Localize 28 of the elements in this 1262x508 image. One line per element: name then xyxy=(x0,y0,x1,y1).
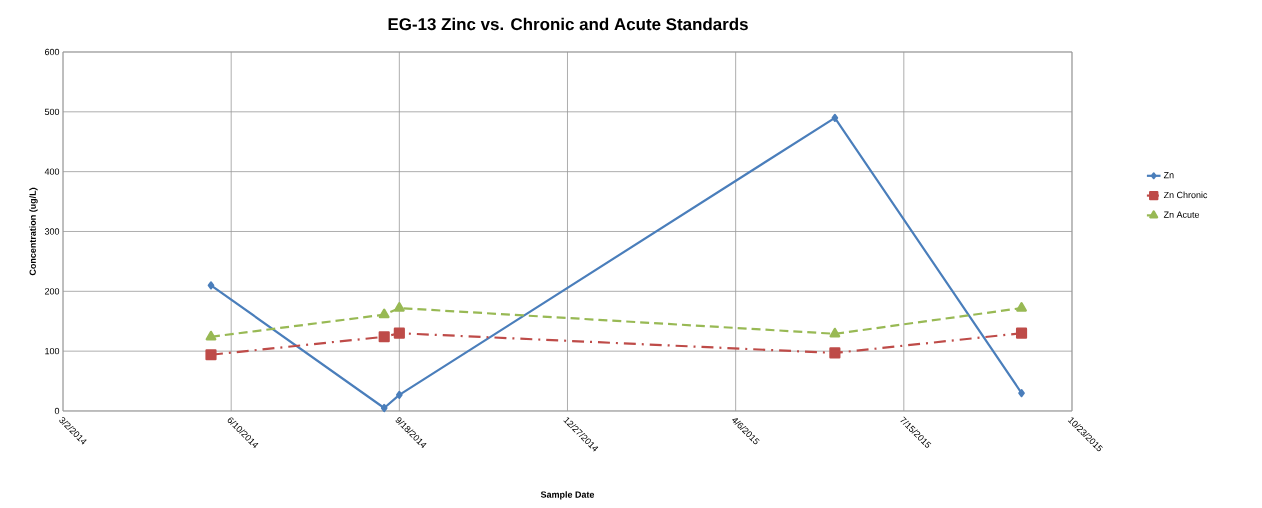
point xyxy=(829,347,841,359)
point xyxy=(378,331,390,343)
point xyxy=(205,330,217,341)
y-tick-label: 600 xyxy=(44,48,60,56)
legend-label: Zn xyxy=(1163,171,1174,179)
y-tick-label: 0 xyxy=(54,407,60,415)
point xyxy=(393,301,405,312)
point xyxy=(378,308,390,319)
y-tick-label: 400 xyxy=(44,168,60,175)
x-axis-title: Sample Date xyxy=(540,491,595,500)
point xyxy=(1018,388,1025,398)
y-tick-label: 500 xyxy=(44,108,60,115)
point xyxy=(1016,301,1027,312)
y-tick-label: 200 xyxy=(44,288,60,295)
legend-label: Zn Chronic xyxy=(1163,191,1208,199)
point xyxy=(205,349,217,361)
y-tick-label: 100 xyxy=(45,347,60,355)
point xyxy=(207,281,215,290)
point xyxy=(396,390,403,399)
y-tick-label: 300 xyxy=(44,228,60,235)
point xyxy=(380,403,388,413)
point xyxy=(829,327,841,338)
point xyxy=(1015,327,1028,339)
point xyxy=(831,113,839,122)
chart-title: EG-13 Zinc vs. Chronic and Acute Standards xyxy=(388,17,748,31)
legend-label: Zn Acute xyxy=(1163,211,1200,218)
y-axis-title: Concentration (ug/L) xyxy=(29,187,38,276)
point xyxy=(393,327,405,339)
